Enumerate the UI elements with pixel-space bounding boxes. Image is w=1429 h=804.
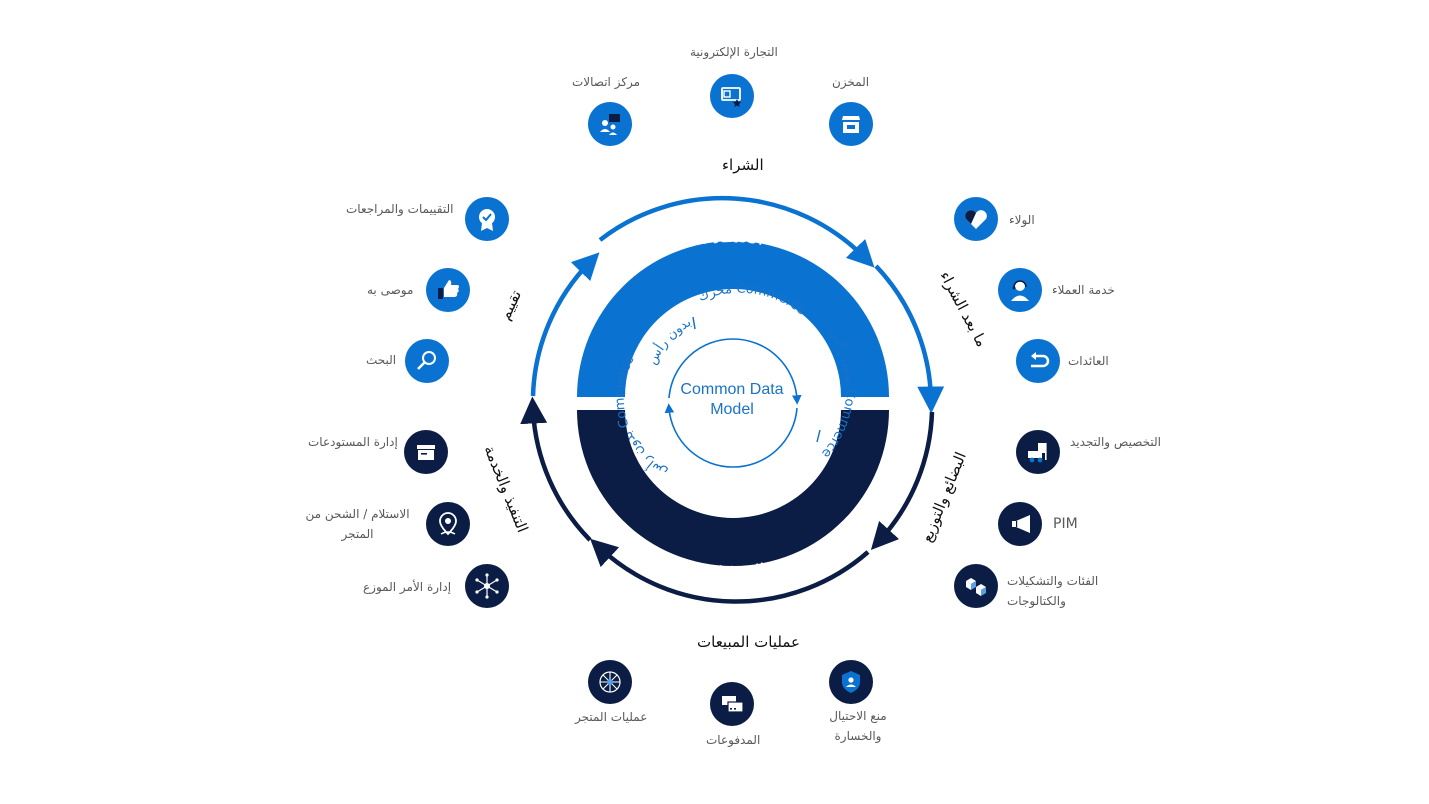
search-icon: [417, 351, 436, 370]
label-recommend: موصى به: [367, 283, 414, 297]
operations-label: العمليات: [697, 558, 769, 586]
label-pim: PIM: [1053, 516, 1078, 532]
label-replenish: التخصيص والتجديد: [1070, 435, 1161, 449]
label-returns: العائدات: [1068, 354, 1109, 368]
ecommerce-icon: [721, 87, 742, 107]
node-order-mgmt[interactable]: [465, 564, 509, 608]
node-customer-service[interactable]: [998, 268, 1042, 312]
headset-icon: [1011, 280, 1029, 301]
arrow-fulfillment: [520, 396, 592, 542]
label-ratings: التقييمات والمراجعات: [346, 202, 454, 216]
node-ratings[interactable]: [465, 197, 509, 241]
label-store-ops: عمليات المتجر: [575, 710, 648, 724]
label-loyalty: الولاء: [1009, 213, 1035, 227]
inner-cycle-arrow-left: [664, 403, 734, 468]
hub-icon: [599, 671, 621, 693]
node-ecommerce[interactable]: [710, 74, 754, 118]
node-store[interactable]: [829, 102, 873, 146]
node-payments[interactable]: [710, 682, 754, 726]
map-pin-icon: [439, 512, 457, 536]
megaphone-icon: [1012, 515, 1030, 533]
network-icon: [475, 573, 499, 599]
warehouse-box-icon: [417, 445, 435, 460]
store-icon: [842, 116, 860, 133]
thumbs-up-icon: [438, 280, 459, 299]
label-catalogs: الفئات والتشكيلات والكتالوجات: [1007, 574, 1099, 608]
label-ecommerce: التجارة الإلكترونية: [690, 45, 778, 59]
node-store-ops[interactable]: [588, 660, 632, 704]
center-line-2: Model: [710, 401, 754, 418]
badge-check-icon: [479, 209, 495, 231]
arrow-purchase: [598, 195, 875, 268]
return-icon: [1031, 352, 1050, 368]
cubes-icon: [966, 578, 986, 596]
section-sales-ops: عمليات المبيعات: [697, 633, 800, 651]
contact-center-icon: [600, 114, 620, 135]
inner-cycle-arrow-right: [732, 338, 802, 405]
node-contact-center[interactable]: [588, 102, 632, 146]
arrow-post-purchase: [874, 264, 945, 414]
node-recommend[interactable]: [426, 268, 470, 312]
card-icon: [722, 696, 744, 713]
node-returns[interactable]: [1016, 339, 1060, 383]
customers-label: العمـلاء: [700, 223, 767, 250]
arrow-merch: [870, 411, 935, 550]
node-catalogs[interactable]: [954, 564, 998, 608]
node-fraud[interactable]: [829, 660, 873, 704]
label-pickup: الاستلام / الشحن من المتجر: [305, 507, 410, 541]
center-line-1: Common Data: [680, 381, 784, 398]
customers-band: [577, 241, 889, 397]
section-purchase: الشراء: [722, 156, 764, 174]
node-replenish[interactable]: [1016, 430, 1060, 474]
node-warehouse[interactable]: [404, 430, 448, 474]
label-store: المخزن: [832, 75, 870, 89]
label-payments: المدفوعات: [706, 733, 761, 747]
label-order-mgmt: إدارة الأمر الموزع: [363, 580, 452, 594]
arrow-sales-ops: [590, 538, 870, 604]
label-fraud: منع الاحتيال والخسارة: [829, 709, 887, 743]
node-loyalty[interactable]: [954, 197, 998, 241]
shield-user-icon: [842, 671, 860, 693]
label-warehouse: إدارة المستودعات: [308, 435, 398, 449]
label-contact-center: مركز اتصالات: [572, 75, 641, 89]
arrow-discovery: [530, 252, 600, 397]
label-search: البحث: [366, 353, 397, 367]
node-search[interactable]: [405, 339, 449, 383]
common-data-model: Common Data Model: [662, 380, 802, 420]
node-pim[interactable]: [998, 502, 1042, 546]
node-pickup[interactable]: [426, 502, 470, 546]
heart-icon: [965, 210, 987, 229]
label-customer-service: خدمة العملاء: [1052, 283, 1115, 297]
operations-band: [577, 410, 889, 566]
forklift-icon: [1028, 443, 1047, 463]
